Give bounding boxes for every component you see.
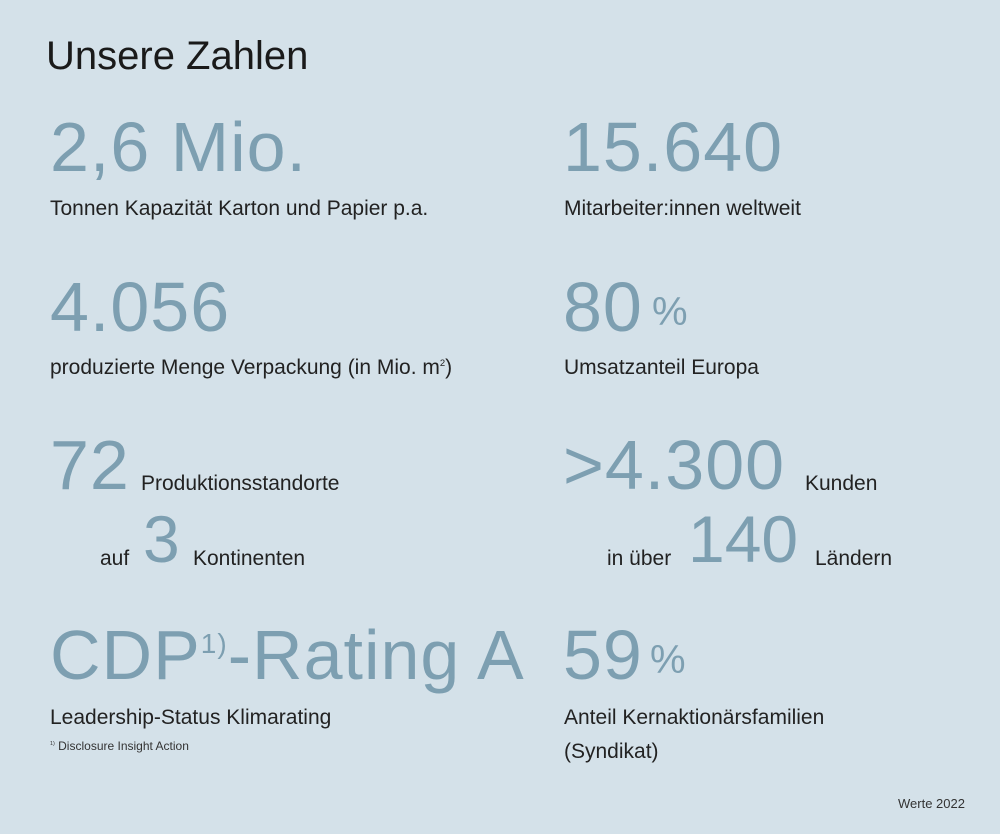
packaging-label: produzierte Menge Verpackung (in Mio. m2… <box>50 357 452 378</box>
families-label-line1: Anteil Kernaktionärsfamilien <box>564 706 825 729</box>
cdp-value-b: -Rating A <box>227 616 525 694</box>
cdp-value: CDP1)-Rating A <box>50 620 525 690</box>
europe-value: 80 <box>563 268 643 346</box>
continents-label: Kontinenten <box>193 547 306 570</box>
cdp-value-a: CDP <box>50 616 201 694</box>
sites-label: Produktionsstandorte <box>141 472 340 495</box>
europe-unit: % <box>652 290 688 334</box>
capacity-value: 2,6 Mio. <box>50 108 307 186</box>
customers-value: >4.300 <box>563 426 786 504</box>
customers-pre2: in über <box>607 547 672 570</box>
cdp-value-sup: 1) <box>200 628 228 659</box>
sites-pre2: auf <box>100 547 130 570</box>
cdp-footnote: 1) Disclosure Insight Action <box>50 739 189 753</box>
capacity-label: Tonnen Kapazität Karton und Papier p.a. <box>50 197 429 220</box>
employees-label: Mitarbeiter:innen weltweit <box>564 197 801 220</box>
families-value: 59 <box>563 616 643 694</box>
packaging-label-end: ) <box>445 356 453 379</box>
packaging-label-text: produzierte Menge Verpackung (in Mio. m <box>50 356 440 379</box>
page-title: Unsere Zahlen <box>46 34 309 78</box>
cdp-label: Leadership-Status Klimarating <box>50 706 332 729</box>
customers-label: Kunden <box>805 472 878 495</box>
countries-label: Ländern <box>815 547 893 570</box>
countries-value: 140 <box>688 502 799 576</box>
footer-note: Werte 2022 <box>898 796 965 811</box>
employees-value: 15.640 <box>563 108 784 186</box>
cdp-footnote-mark: 1) <box>50 741 55 747</box>
continents-value: 3 <box>143 502 180 576</box>
packaging-value: 4.056 <box>50 268 231 346</box>
sites-value: 72 <box>50 426 130 504</box>
families-label-line2: (Syndikat) <box>564 740 659 763</box>
cdp-footnote-text: Disclosure Insight Action <box>58 739 189 753</box>
europe-label: Umsatzanteil Europa <box>564 356 759 379</box>
packaging-label-sup: 2 <box>439 358 446 369</box>
families-unit: % <box>650 638 686 682</box>
